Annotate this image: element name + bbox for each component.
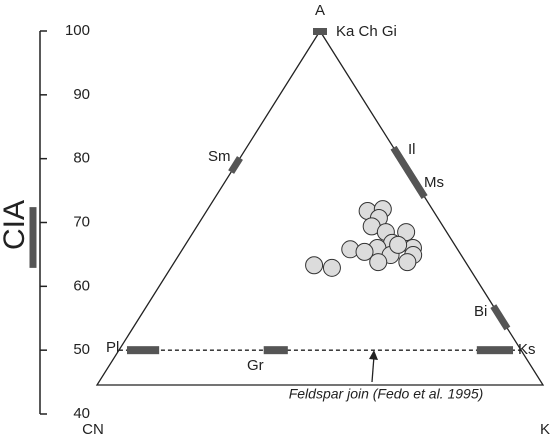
y-tick-label: 90 <box>73 86 90 103</box>
y-tick-label: 40 <box>73 405 90 422</box>
mineral-label: Pl <box>106 339 119 356</box>
mineral-bar <box>313 28 327 35</box>
annotation-arrow <box>371 355 375 383</box>
vertex-label: K <box>540 421 550 438</box>
triangle <box>95 29 545 386</box>
sample-point <box>322 258 341 277</box>
mineral-label: Ms <box>424 174 444 191</box>
sample-point <box>305 256 324 275</box>
mineral-bar <box>490 304 511 331</box>
mineral-label: Ka Ch Gi <box>336 23 397 40</box>
y-tick-label: 100 <box>65 22 90 39</box>
mineral-label: Il <box>408 141 416 158</box>
sample-point <box>355 242 374 261</box>
vertex-label: CN <box>82 421 104 438</box>
sample-point <box>397 223 416 242</box>
mineral-label: Sm <box>208 148 231 165</box>
mineral-label: Ks <box>518 341 536 358</box>
y-tick-label: 50 <box>73 341 90 358</box>
y-axis-label: CIA <box>0 200 31 250</box>
mineral-label: Gr <box>247 357 264 374</box>
mineral-bar <box>390 145 428 199</box>
vertex-label: A <box>315 2 325 19</box>
y-tick-label: 70 <box>73 213 90 230</box>
mineral-bar <box>126 346 160 355</box>
sample-point <box>369 253 388 272</box>
sample-point <box>389 235 408 254</box>
mineral-bar <box>228 156 243 174</box>
annotation: Feldspar join (Fedo et al. 1995) <box>289 386 484 402</box>
annotation-arrowhead <box>369 350 378 360</box>
mineral-label: Bi <box>474 303 487 320</box>
mineral-bar <box>476 346 514 355</box>
sample-point <box>398 253 417 272</box>
mineral-bar <box>263 346 288 355</box>
y-tick-label: 80 <box>73 150 90 167</box>
y-tick-label: 60 <box>73 277 90 294</box>
